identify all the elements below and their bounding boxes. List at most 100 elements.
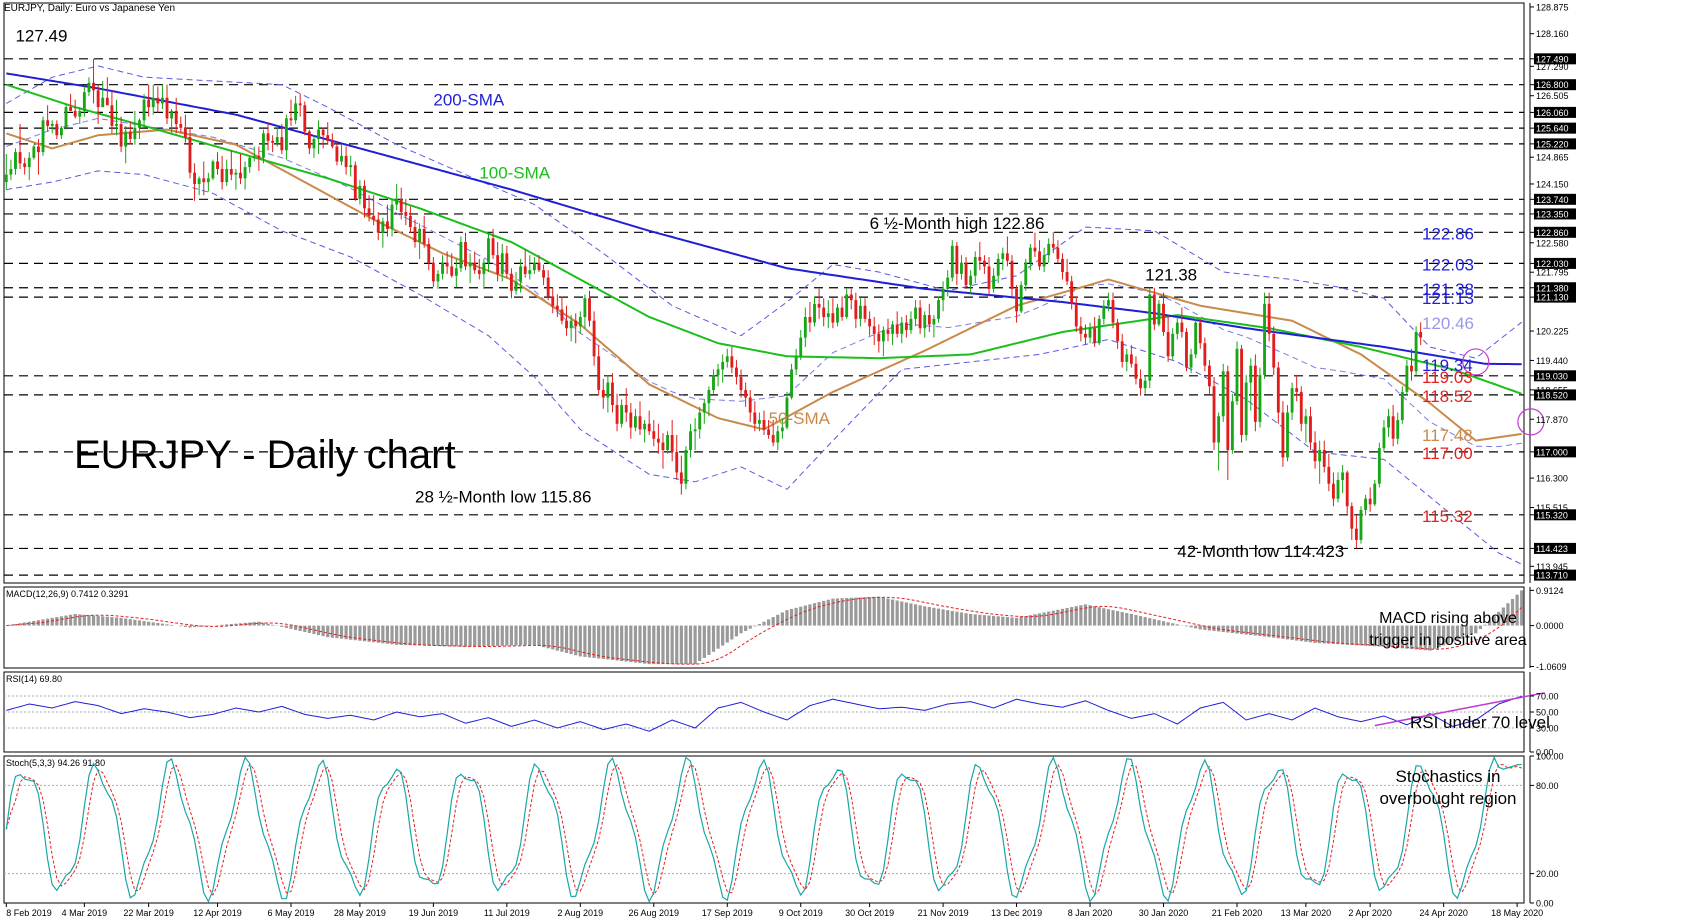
x-tick-label: 2 Aug 2019 bbox=[558, 908, 604, 918]
candle bbox=[927, 303, 931, 332]
candle bbox=[340, 144, 343, 166]
candle bbox=[459, 236, 463, 273]
candle bbox=[1263, 292, 1266, 379]
candle-body bbox=[1129, 354, 1133, 364]
candle bbox=[431, 257, 435, 288]
chart-annotation: 28 ½-Month low 115.86 bbox=[415, 487, 591, 506]
candle bbox=[243, 161, 247, 190]
date-axis: 8 Feb 2019 4 Mar 2019 22 Mar 2019 12 Apr 20… bbox=[5, 903, 1543, 918]
candle bbox=[211, 159, 215, 181]
candle bbox=[1175, 316, 1179, 340]
macd-annotation: MACD rising above bbox=[1379, 610, 1517, 627]
chart-annotation: 200-SMA bbox=[433, 90, 505, 109]
candle-body bbox=[1286, 412, 1289, 458]
candle-body bbox=[358, 185, 362, 199]
candle bbox=[702, 399, 706, 424]
candle bbox=[1240, 345, 1244, 443]
candle-body bbox=[923, 315, 927, 329]
candle-body bbox=[1249, 365, 1253, 383]
stoch-tick-label: 0.00 bbox=[1536, 899, 1554, 909]
candle bbox=[82, 86, 86, 117]
y-tick-label: 119.440 bbox=[1536, 356, 1568, 366]
macd-panel: MACD(12,26,9) 0.7412 0.3291 0.9124 0.0000 -… bbox=[3, 586, 1567, 672]
rsi-panel: RSI(14) 69.80 70.00 50.00 30.00 0.00 RSI unde… bbox=[3, 671, 1559, 758]
candle-body bbox=[1299, 391, 1303, 424]
candle-body bbox=[1263, 303, 1266, 376]
candle-body bbox=[464, 242, 467, 267]
candle-body bbox=[344, 155, 348, 168]
level-label: 117.48 bbox=[1422, 426, 1473, 445]
candle-body bbox=[18, 152, 22, 164]
y-tick-label: 127.290 bbox=[1536, 62, 1569, 72]
candle-body bbox=[262, 133, 265, 158]
candle bbox=[344, 146, 348, 175]
candle-body bbox=[1410, 365, 1413, 372]
candle bbox=[633, 408, 637, 432]
stoch-annotation: Stochastics in bbox=[1396, 767, 1501, 786]
level-price-box bbox=[1534, 122, 1576, 134]
candle bbox=[1139, 369, 1142, 396]
candle bbox=[762, 410, 766, 436]
candle bbox=[886, 318, 890, 342]
candle bbox=[372, 195, 376, 226]
candle-body bbox=[528, 270, 532, 274]
candle bbox=[216, 152, 219, 175]
candle-body bbox=[964, 262, 968, 286]
candle-body bbox=[982, 260, 986, 267]
candle-body bbox=[826, 313, 830, 317]
candle-body bbox=[459, 242, 463, 269]
candle-body bbox=[1354, 528, 1358, 540]
candle bbox=[1290, 382, 1294, 421]
candle bbox=[955, 242, 959, 286]
candle bbox=[1152, 287, 1156, 331]
candle-body bbox=[702, 403, 706, 413]
candle bbox=[1217, 412, 1221, 471]
y-tick-label: 116.300 bbox=[1536, 474, 1568, 484]
candle-body bbox=[1074, 303, 1078, 327]
candle-body bbox=[1318, 449, 1322, 462]
candle bbox=[105, 77, 109, 106]
candle bbox=[179, 116, 183, 134]
candle-body bbox=[941, 288, 945, 301]
candle-body bbox=[1281, 412, 1285, 458]
candle-body bbox=[647, 423, 651, 432]
candle bbox=[914, 300, 917, 327]
candle bbox=[188, 127, 192, 179]
candle-body bbox=[698, 412, 702, 430]
candle bbox=[721, 354, 725, 383]
candle bbox=[1267, 292, 1271, 342]
candle-body bbox=[110, 105, 114, 126]
candle-body bbox=[886, 330, 890, 334]
candle-body bbox=[468, 262, 472, 267]
candle bbox=[776, 425, 780, 450]
candle bbox=[675, 435, 679, 480]
candle-body bbox=[179, 124, 183, 128]
chart-title: EURJPY - Daily chart bbox=[74, 433, 456, 477]
candle bbox=[1391, 405, 1395, 447]
candle bbox=[1221, 363, 1225, 422]
candle-body bbox=[523, 266, 527, 274]
y-tick-label: 126.800 bbox=[1536, 80, 1569, 90]
candle bbox=[4, 153, 8, 190]
candle bbox=[220, 155, 224, 190]
candle bbox=[1400, 386, 1404, 424]
candle-body bbox=[1221, 371, 1225, 417]
bollinger-lower-line bbox=[6, 170, 1522, 565]
candle-body bbox=[574, 320, 578, 327]
candle-body bbox=[1143, 380, 1147, 389]
candle-body bbox=[638, 416, 642, 430]
candle bbox=[891, 320, 895, 346]
candle bbox=[156, 86, 160, 113]
candle bbox=[413, 219, 417, 248]
candle bbox=[1015, 285, 1018, 323]
x-tick-label: 6 May 2019 bbox=[267, 908, 314, 918]
candle bbox=[1088, 322, 1092, 344]
candle bbox=[307, 129, 311, 154]
candle-body bbox=[289, 118, 293, 121]
candle bbox=[661, 433, 665, 469]
candle bbox=[698, 406, 702, 439]
candle bbox=[358, 180, 362, 205]
candle bbox=[510, 268, 513, 299]
level-label: 121.13 bbox=[1422, 289, 1474, 308]
crossover-highlight-circle bbox=[1462, 348, 1490, 376]
